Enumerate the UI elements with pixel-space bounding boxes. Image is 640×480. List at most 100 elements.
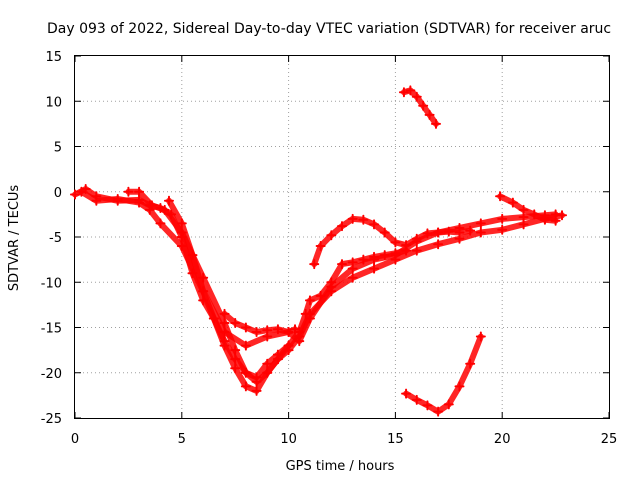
- data-point-marker: [208, 313, 219, 324]
- data-point-marker: [198, 286, 209, 297]
- data-point-marker: [134, 186, 145, 197]
- data-point-marker: [539, 214, 550, 225]
- data-point-marker: [315, 290, 326, 301]
- data-point-marker: [475, 227, 486, 238]
- series-line: [78, 188, 559, 349]
- data-point-marker: [230, 363, 241, 374]
- data-point-marker: [433, 239, 444, 250]
- y-tick-label: -20: [41, 367, 62, 382]
- data-point-marker: [304, 313, 315, 324]
- series-track-5: [219, 308, 301, 338]
- data-point-marker: [454, 381, 465, 392]
- data-point-marker: [411, 245, 422, 256]
- data-point-marker: [230, 354, 241, 365]
- data-point-marker: [240, 340, 251, 351]
- y-tick-label: 10: [45, 95, 62, 110]
- data-point-marker: [300, 308, 311, 319]
- y-tick-label: 15: [45, 50, 62, 65]
- data-point-marker: [422, 228, 433, 239]
- data-point-marker: [497, 224, 508, 235]
- data-point-marker: [155, 218, 166, 229]
- data-point-marker: [251, 327, 262, 338]
- data-point-marker: [309, 259, 320, 270]
- data-point-marker: [550, 215, 561, 226]
- data-point-marker: [219, 317, 230, 328]
- data-point-marker: [290, 324, 301, 335]
- data-point-marker: [163, 195, 174, 206]
- data-point-marker: [379, 250, 390, 261]
- data-point-marker: [529, 209, 540, 220]
- data-point-marker: [283, 340, 294, 351]
- data-point-marker: [411, 394, 422, 405]
- data-series: [70, 85, 568, 417]
- data-point-marker: [326, 277, 337, 288]
- series-track-6: [309, 213, 476, 270]
- data-point-marker: [411, 233, 422, 244]
- data-point-marker: [123, 186, 134, 197]
- x-tick-label: 15: [387, 432, 404, 447]
- data-point-marker: [134, 197, 145, 208]
- data-point-marker: [347, 213, 358, 224]
- series-line: [166, 197, 292, 381]
- axis-ticks: 0 5 10 15 20 25 15 10 5 0 -5 -10 -15 -20 -25: [41, 50, 618, 447]
- data-point-marker: [240, 381, 251, 392]
- data-point-marker: [507, 197, 518, 208]
- data-point-marker: [240, 367, 251, 378]
- data-point-marker: [159, 204, 170, 215]
- x-tick-label: 10: [280, 432, 297, 447]
- data-point-marker: [112, 193, 123, 204]
- data-point-marker: [219, 308, 230, 319]
- data-point-marker: [315, 241, 326, 252]
- data-point-marker: [443, 226, 454, 237]
- series-track-7: [495, 191, 561, 226]
- y-tick-label: -15: [41, 322, 62, 337]
- grid: [75, 56, 609, 418]
- data-point-marker: [401, 240, 412, 251]
- chart-title: Day 093 of 2022, Sidereal Day-to-day VTE…: [47, 21, 611, 37]
- data-point-marker: [369, 219, 380, 230]
- data-point-marker: [358, 214, 369, 225]
- data-point-marker: [187, 250, 198, 261]
- data-point-marker: [146, 200, 157, 211]
- data-point-marker: [262, 367, 273, 378]
- x-tick-label: 0: [71, 432, 79, 447]
- data-point-marker: [326, 230, 337, 241]
- data-point-marker: [405, 85, 416, 96]
- data-point-marker: [443, 399, 454, 410]
- data-point-marker: [358, 254, 369, 265]
- data-point-marker: [424, 109, 435, 120]
- y-axis-label: SDTVAR / TECUs: [7, 185, 22, 292]
- data-point-marker: [465, 225, 476, 236]
- data-point-marker: [390, 248, 401, 259]
- data-point-marker: [262, 358, 273, 369]
- data-point-marker: [337, 259, 347, 270]
- data-point-marker: [347, 272, 358, 283]
- series-track-1: [70, 184, 568, 396]
- x-axis-label: GPS time / hours: [286, 459, 395, 474]
- data-point-marker: [283, 327, 294, 338]
- series-track-8: [398, 85, 441, 129]
- data-point-marker: [304, 295, 315, 306]
- x-tick-label: 25: [601, 432, 618, 447]
- data-point-marker: [272, 324, 283, 335]
- data-point-marker: [430, 118, 441, 129]
- data-point-marker: [475, 218, 486, 229]
- data-point-marker: [262, 325, 273, 336]
- data-point-marker: [495, 191, 506, 202]
- data-point-marker: [369, 263, 380, 274]
- data-point-marker: [422, 400, 433, 411]
- data-point-marker: [369, 251, 380, 262]
- data-point-marker: [91, 195, 102, 206]
- plot-frame: [74, 55, 610, 419]
- y-tick-label: -10: [41, 276, 62, 291]
- series-line: [311, 215, 474, 268]
- data-point-marker: [454, 227, 465, 238]
- data-point-marker: [70, 189, 80, 200]
- x-tick-label: 5: [178, 432, 186, 447]
- data-point-marker: [176, 241, 187, 252]
- data-point-marker: [398, 87, 409, 98]
- y-tick-label: -5: [49, 231, 62, 246]
- data-point-marker: [465, 358, 476, 369]
- y-tick-label: -25: [41, 412, 62, 427]
